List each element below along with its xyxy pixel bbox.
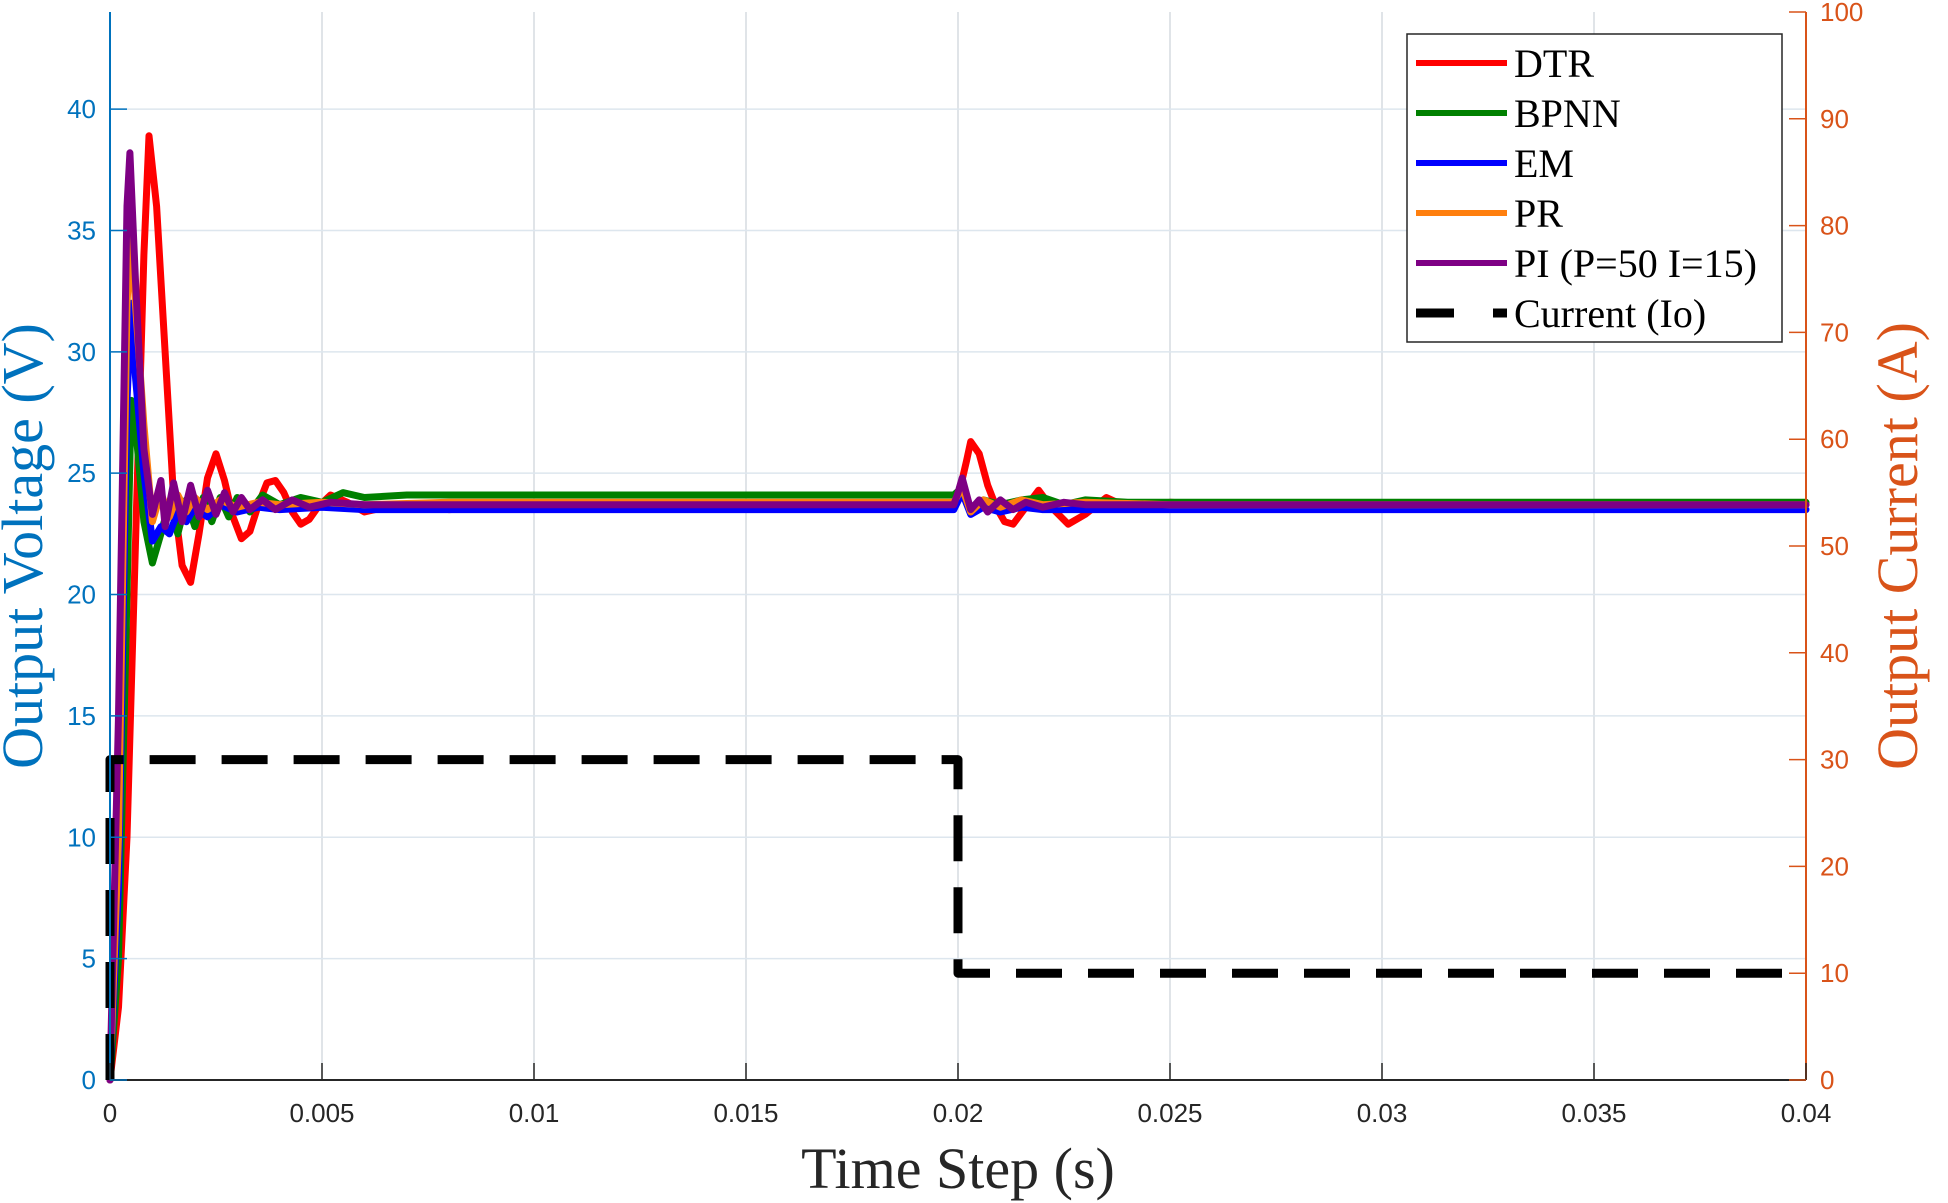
right-y-tick-label: 0 [1820, 1065, 1834, 1095]
right-y-tick-label: 50 [1820, 531, 1849, 561]
right-y-tick-label: 60 [1820, 424, 1849, 454]
x-axis-title: Time Step (s) [801, 1136, 1115, 1201]
left-y-tick-label: 35 [67, 215, 96, 245]
right-y-tick-label: 30 [1820, 745, 1849, 775]
right-y-tick-label: 80 [1820, 211, 1849, 241]
legend-label: PR [1514, 191, 1563, 236]
legend-label: PI (P=50 I=15) [1514, 241, 1757, 286]
legend-item: BPNN [1416, 91, 1621, 136]
left-y-tick-label: 30 [67, 337, 96, 367]
x-axis-ticks: 0 0.005 0.01 0.015 0.02 0.025 0.03 0.035 0.04 [103, 1063, 1832, 1128]
right-y-tick-label: 90 [1820, 104, 1849, 134]
x-tick-label: 0 [103, 1098, 117, 1128]
legend-label: BPNN [1514, 91, 1621, 136]
x-tick-label: 0.025 [1137, 1098, 1202, 1128]
left-y-tick-label: 5 [82, 944, 96, 974]
left-y-tick-label: 25 [67, 458, 96, 488]
left-y-tick-label: 10 [67, 822, 96, 852]
right-y-tick-label: 100 [1820, 0, 1863, 27]
right-y-tick-label: 20 [1820, 851, 1849, 881]
legend-item: PI (P=50 I=15) [1416, 241, 1757, 286]
x-tick-label: 0.04 [1781, 1098, 1832, 1128]
right-y-tick-label: 70 [1820, 317, 1849, 347]
right-y-tick-label: 40 [1820, 638, 1849, 668]
legend-item: DTR [1416, 41, 1594, 86]
legend-item: PR [1416, 191, 1563, 236]
left-y-tick-label: 0 [82, 1065, 96, 1095]
x-tick-label: 0.005 [289, 1098, 354, 1128]
x-tick-label: 0.015 [713, 1098, 778, 1128]
legend-item: Current (Io) [1416, 291, 1706, 336]
left-y-tick-label: 20 [67, 580, 96, 610]
axes: 0 0.005 0.01 0.015 0.02 0.025 0.03 0.035 0.04 0 5… [67, 0, 1863, 1128]
left-y-tick-label: 15 [67, 701, 96, 731]
x-tick-label: 0.01 [509, 1098, 560, 1128]
legend-box [1406, 33, 1783, 343]
series-pi-p-50-i-15 [106, 149, 1810, 1084]
legend-item: EM [1416, 141, 1574, 186]
series-current-io [105, 755, 1806, 1080]
x-tick-label: 0.02 [933, 1098, 984, 1128]
legend-label: DTR [1514, 41, 1594, 86]
left-y-axis-ticks: 0 5 10 15 20 25 30 35 40 [67, 94, 127, 1095]
right-y-axis-ticks: 0 10 20 30 40 50 60 70 80 90 100 [1789, 0, 1863, 1095]
left-y-tick-label: 40 [67, 94, 96, 124]
legend: DTR BPNN EM PR PI (P=50 I=15) Current (Io) [1406, 33, 1783, 343]
right-y-tick-label: 10 [1820, 958, 1849, 988]
legend-label: Current (Io) [1514, 291, 1706, 336]
x-tick-label: 0.03 [1357, 1098, 1408, 1128]
x-tick-label: 0.035 [1561, 1098, 1626, 1128]
legend-label: EM [1514, 141, 1574, 186]
plot-series [105, 132, 1810, 1084]
right-y-axis-title: Output Current (A) [1865, 322, 1930, 770]
left-y-axis-title: Output Voltage (V) [0, 323, 55, 769]
